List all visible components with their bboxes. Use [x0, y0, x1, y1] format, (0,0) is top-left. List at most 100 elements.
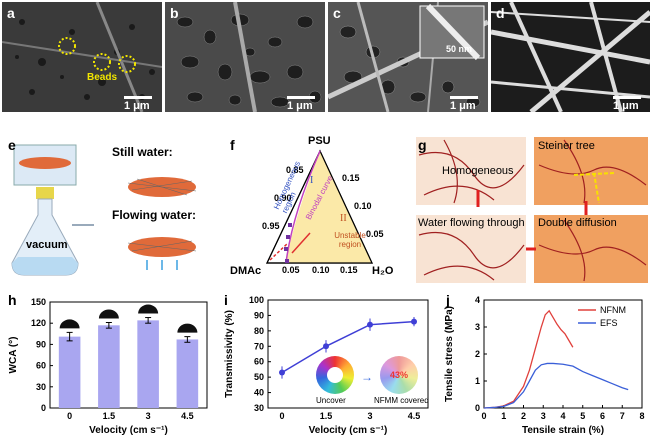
- x-tick-label: 6: [600, 411, 605, 421]
- y-tick-label: 30: [36, 382, 46, 392]
- x-tick-label: 2: [521, 411, 526, 421]
- y-tick-label: 120: [31, 318, 46, 328]
- panel-label-g: g: [418, 137, 427, 153]
- droplet-icon: [138, 304, 159, 314]
- x-axis-label: Tensile strain (%): [522, 425, 604, 436]
- y-axis-label: Transmissivity (%): [224, 310, 235, 398]
- right-tick-3: 0.05: [366, 229, 384, 239]
- wca-bar-chart: 0 30 60 90 120 150 0 1.5 3 4.5 Velocity (cm s⁻¹) WC…: [8, 297, 208, 436]
- right-tick-2: 0.10: [354, 201, 372, 211]
- y-tick-label: 150: [31, 297, 46, 307]
- y-tick-label: 3: [475, 322, 480, 332]
- homogeneous-label: Homogeneous: [442, 165, 514, 177]
- sem-panel-a: a Beads 1 μm: [2, 2, 162, 112]
- apex-dmac: DMAc: [230, 265, 262, 277]
- panel-label-f: f: [230, 137, 235, 153]
- uncover-label: Uncover: [316, 396, 346, 405]
- x-tick-label: 0: [279, 411, 284, 421]
- panel-label-d: d: [496, 5, 505, 21]
- scale-bar-d: [613, 96, 641, 99]
- series-line-nfnm: [483, 309, 574, 409]
- sem-image-c: [328, 2, 488, 112]
- legend-label: NFNM: [600, 305, 626, 315]
- inset-scale-label-c: 50 nm: [446, 44, 473, 54]
- x-tick-label: 0: [67, 411, 72, 421]
- scale-bar-c: [450, 96, 478, 99]
- y-tick-label: 40: [254, 388, 264, 398]
- panel-label-c: c: [333, 5, 341, 21]
- scale-label-b: 1 μm: [287, 100, 313, 112]
- y-axis-label: WCA (°): [8, 337, 19, 374]
- x-axis-label: Velocity (cm s⁻¹): [309, 425, 388, 436]
- bar: [58, 336, 81, 408]
- apex-h2o: H₂O: [372, 265, 394, 277]
- ternary-panel-f: f PSU DMAc H₂O 0.85 0.90 0.95 0.15 0.10 …: [222, 135, 412, 285]
- region-ii-label: II: [340, 213, 347, 224]
- x-tick-label: 7: [620, 411, 625, 421]
- x-tick-label: 0: [481, 411, 486, 421]
- x-tick-label: 1: [501, 411, 506, 421]
- sem-image-d: [491, 2, 650, 112]
- covered-value: 43%: [390, 370, 409, 380]
- left-tick-2: 0.90: [274, 193, 292, 203]
- chart-panel-i: i 30 40 50 60 70 80 90 100 0 1.5 3 4.5 Velocity (cm …: [218, 290, 438, 437]
- x-tick-label: 3: [541, 411, 546, 421]
- panel-label-b: b: [170, 5, 179, 21]
- mechanism-schematic: [416, 137, 648, 283]
- droplet-icon: [59, 319, 80, 329]
- droplet-icon: [98, 309, 119, 319]
- y-tick-label: 0: [475, 403, 480, 413]
- x-tick-label: 4: [560, 411, 565, 421]
- panel-label-a: a: [7, 5, 15, 21]
- flowing-water-label: Flowing water:: [112, 208, 196, 222]
- color-wheel-center-uncover: [327, 367, 343, 383]
- panel-label-e: e: [8, 137, 16, 153]
- data-point: [323, 343, 329, 350]
- y-tick-label: 50: [254, 372, 264, 382]
- beads-annotation: Beads: [87, 72, 118, 83]
- y-tick-label: 90: [254, 310, 264, 320]
- right-tick-1: 0.15: [342, 173, 360, 183]
- sem-panel-c: c 50 nm 1 μm: [328, 2, 488, 112]
- plot-frame: [483, 299, 643, 409]
- x-tick-label: 3: [367, 411, 372, 421]
- scale-label-a: 1 μm: [124, 100, 150, 112]
- still-water-label: Still water:: [112, 145, 173, 159]
- x-tick-label: 4.5: [408, 411, 421, 421]
- water-flowing-label: Water flowing through: [418, 217, 525, 229]
- plot-frame: [49, 301, 208, 409]
- bottom-tick-1: 0.05: [282, 265, 300, 275]
- bar: [98, 325, 120, 408]
- double-diffusion-label: Double diffusion: [538, 217, 617, 229]
- ternary-diagram: [266, 149, 373, 264]
- panel-label-i: i: [224, 292, 228, 308]
- unstable-region-label: Unstable region: [334, 231, 366, 249]
- plot-frame: [267, 299, 429, 409]
- y-tick-label: 1: [475, 376, 480, 386]
- y-tick-label: 70: [254, 341, 264, 351]
- y-tick-label: 90: [36, 339, 46, 349]
- chart-panel-j: j 0 1 2 3 4 0 1 2 3 4 5 6 7 8 NFNM EFS Tensile strain (%…: [440, 290, 650, 437]
- data-point: [367, 321, 373, 328]
- y-axis-label: Tensile stress (MPa): [444, 306, 455, 402]
- sem-panel-b: b 1 μm: [165, 2, 325, 112]
- transmissivity-line-chart: 30 40 50 60 70 80 90 100 0 1.5 3 4.5 Velocity (cm s⁻…: [224, 295, 429, 436]
- data-point: [279, 369, 285, 376]
- x-tick-label: 8: [639, 411, 644, 421]
- panel-label-h: h: [8, 292, 17, 308]
- sem-image-b: [165, 2, 325, 112]
- region-i-label: I: [310, 175, 314, 186]
- x-tick-label: 4.5: [181, 411, 194, 421]
- x-tick-label: 1.5: [320, 411, 333, 421]
- scale-bar-a: [124, 96, 152, 99]
- data-point: [411, 318, 417, 325]
- bottom-tick-2: 0.10: [312, 265, 330, 275]
- y-tick-label: 0: [41, 403, 46, 413]
- y-tick-label: 60: [36, 361, 46, 371]
- schematic-panel-g: g Homogeneous Steiner tree Water flowing…: [414, 135, 650, 285]
- scale-label-c: 1 μm: [450, 100, 476, 112]
- left-tick-1: 0.85: [286, 165, 304, 175]
- color-wheel-covered: [380, 356, 418, 394]
- x-axis-label: Velocity (cm s⁻¹): [89, 425, 168, 436]
- arrow-icon: →: [361, 370, 373, 384]
